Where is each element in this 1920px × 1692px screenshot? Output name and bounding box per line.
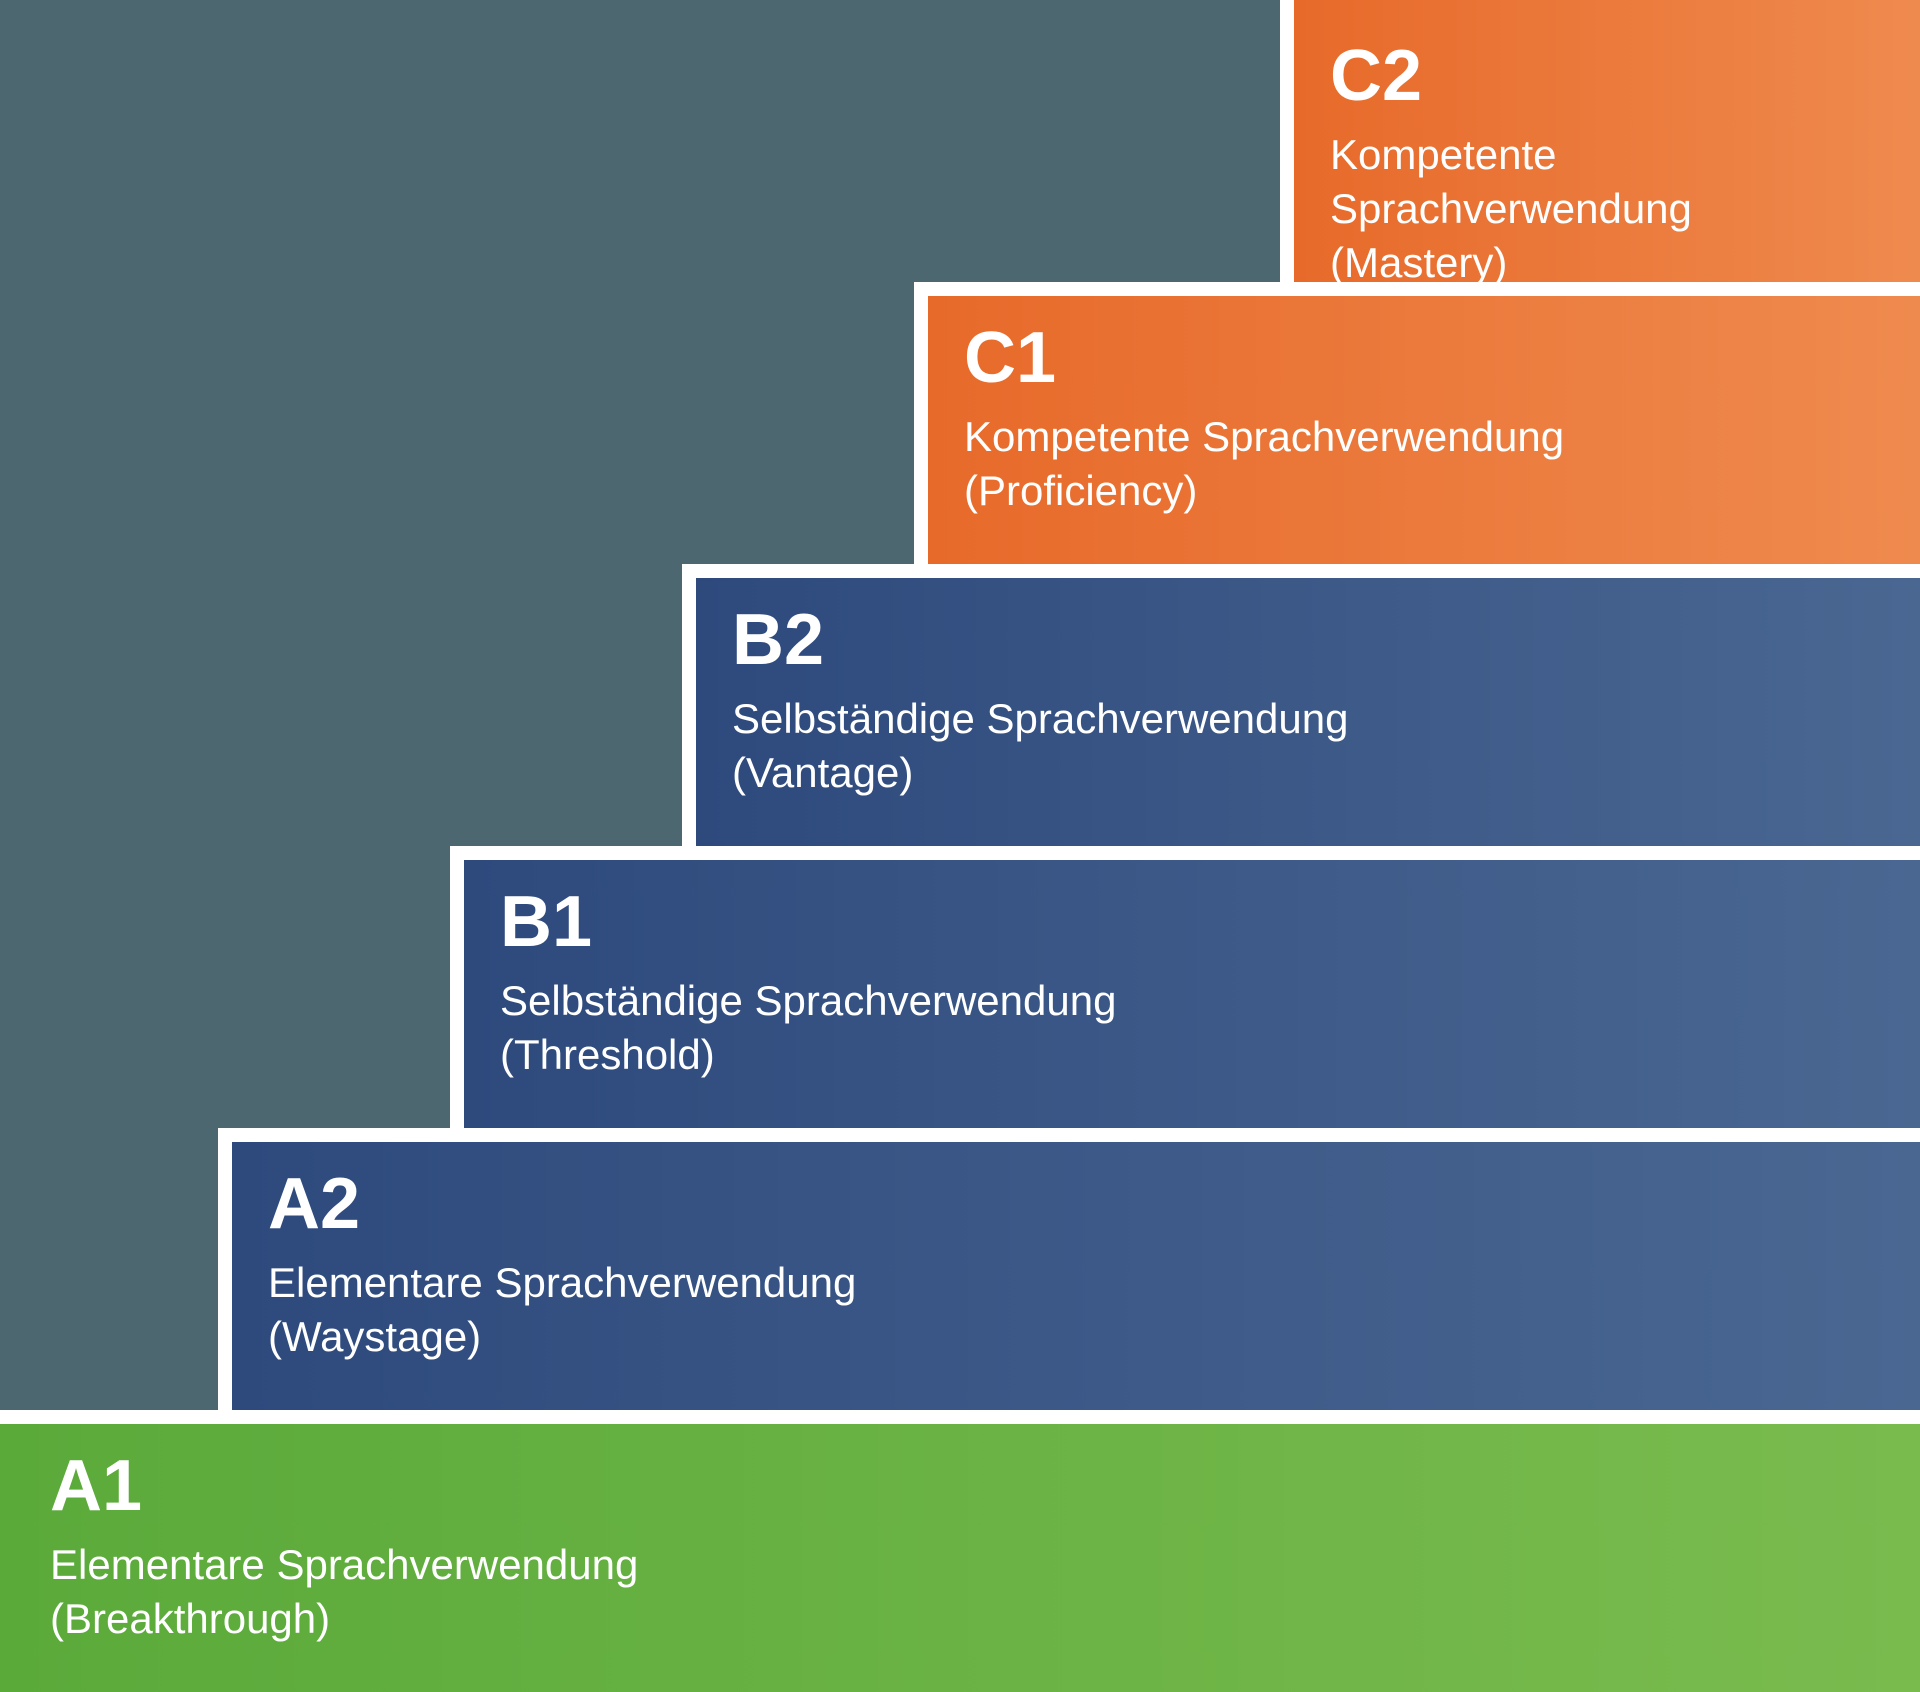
level-description: Elementare Sprachverwendung (Breakthroug… <box>50 1538 1920 1646</box>
step-c1: C1 Kompetente Sprachverwendung (Proficie… <box>914 282 1920 564</box>
desc-line: Selbständige Sprachverwendung <box>732 695 1348 742</box>
step-b2: B2 Selbständige Sprachverwendung (Vantag… <box>682 564 1920 846</box>
level-code: B2 <box>732 604 1920 676</box>
level-description: Kompetente Sprachverwendung (Mastery) <box>1330 128 1920 289</box>
level-description: Selbständige Sprachverwendung (Vantage) <box>732 692 1920 800</box>
desc-line: (Mastery) <box>1330 239 1507 286</box>
cefr-staircase-diagram: A1 Elementare Sprachverwendung (Breakthr… <box>0 0 1920 1692</box>
desc-line: (Proficiency) <box>964 467 1197 514</box>
step-b1: B1 Selbständige Sprachverwendung (Thresh… <box>450 846 1920 1128</box>
desc-line: (Breakthrough) <box>50 1595 330 1642</box>
step-c2: C2 Kompetente Sprachverwendung (Mastery) <box>1280 0 1920 282</box>
desc-line: Elementare Sprachverwendung <box>50 1541 638 1588</box>
step-a1: A1 Elementare Sprachverwendung (Breakthr… <box>0 1410 1920 1692</box>
level-code: C1 <box>964 322 1920 394</box>
level-description: Selbständige Sprachverwendung (Threshold… <box>500 974 1920 1082</box>
desc-line: (Vantage) <box>732 749 913 796</box>
step-a2: A2 Elementare Sprachverwendung (Waystage… <box>218 1128 1920 1410</box>
desc-line: (Waystage) <box>268 1313 481 1360</box>
level-code: A1 <box>50 1450 1920 1522</box>
desc-line: Kompetente <box>1330 131 1557 178</box>
level-code: B1 <box>500 886 1920 958</box>
level-description: Elementare Sprachverwendung (Waystage) <box>268 1256 1920 1364</box>
desc-line: Kompetente Sprachverwendung <box>964 413 1564 460</box>
desc-line: Selbständige Sprachverwendung <box>500 977 1116 1024</box>
desc-line: Sprachverwendung <box>1330 185 1692 232</box>
level-code: C2 <box>1330 40 1920 112</box>
level-description: Kompetente Sprachverwendung (Proficiency… <box>964 410 1920 518</box>
level-code: A2 <box>268 1168 1920 1240</box>
desc-line: Elementare Sprachverwendung <box>268 1259 856 1306</box>
desc-line: (Threshold) <box>500 1031 715 1078</box>
